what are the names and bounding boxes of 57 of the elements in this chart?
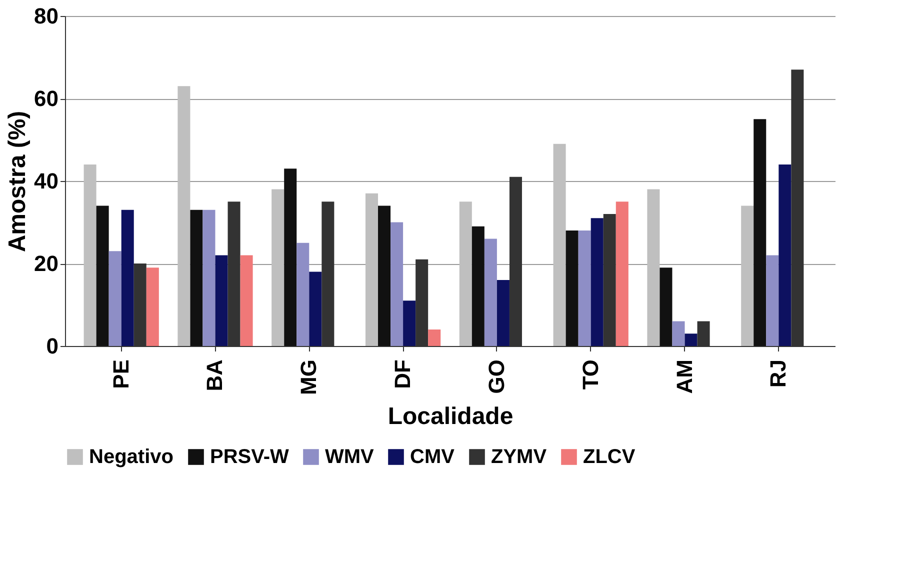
bar — [741, 206, 754, 346]
bar — [296, 242, 310, 346]
legend-label: CMV — [410, 446, 456, 468]
bar — [754, 119, 766, 346]
bar — [566, 230, 578, 346]
x-tick-label: PE — [108, 360, 134, 389]
bar — [672, 321, 685, 346]
bar — [766, 255, 779, 346]
bar — [459, 202, 472, 346]
bar — [496, 280, 510, 346]
x-tick-label: MG — [296, 360, 322, 395]
bar — [484, 238, 497, 346]
bar — [428, 330, 441, 346]
bar — [202, 210, 216, 346]
x-tick-label: AM — [672, 360, 697, 394]
y-axis-title: Amostra (%) — [4, 110, 32, 252]
bar — [390, 222, 404, 346]
bar — [84, 164, 96, 346]
y-tick-label: 0 — [46, 334, 58, 358]
bar — [190, 210, 203, 346]
bar — [240, 255, 253, 346]
bar — [121, 210, 134, 346]
x-tick-label: RJ — [766, 360, 791, 388]
bar — [178, 86, 190, 346]
bar — [309, 272, 322, 346]
legend-label: WMV — [325, 446, 375, 468]
y-tick-label: 60 — [34, 86, 58, 111]
bar — [590, 218, 604, 346]
bar — [553, 144, 566, 346]
legend-label: ZLCV — [583, 446, 636, 468]
legend-label: Negativo — [89, 446, 174, 468]
y-tick-label: 40 — [34, 168, 58, 194]
bar — [684, 334, 698, 346]
y-tick-label: 80 — [34, 4, 58, 28]
bar — [647, 189, 660, 346]
x-tick-label: BA — [202, 359, 228, 392]
bar — [365, 193, 378, 346]
x-axis-title: Localidade — [388, 402, 514, 430]
x-tick-label: DF — [390, 360, 416, 389]
bar — [472, 226, 484, 346]
bar — [660, 268, 672, 346]
bar — [284, 168, 297, 346]
bar — [778, 164, 792, 346]
bar — [378, 206, 391, 346]
bar — [108, 251, 122, 346]
x-tick-label: GO — [484, 360, 509, 394]
legend-label: PRSV-W — [210, 446, 290, 468]
legend-label: ZYMV — [491, 446, 548, 468]
bar — [96, 206, 109, 346]
bar — [578, 230, 591, 346]
bar — [146, 268, 159, 346]
bar — [616, 202, 628, 346]
bar — [272, 189, 284, 346]
y-tick-label: 20 — [34, 251, 58, 276]
bar — [215, 255, 228, 346]
x-tick-label: TO — [578, 360, 603, 390]
bar — [403, 300, 416, 346]
